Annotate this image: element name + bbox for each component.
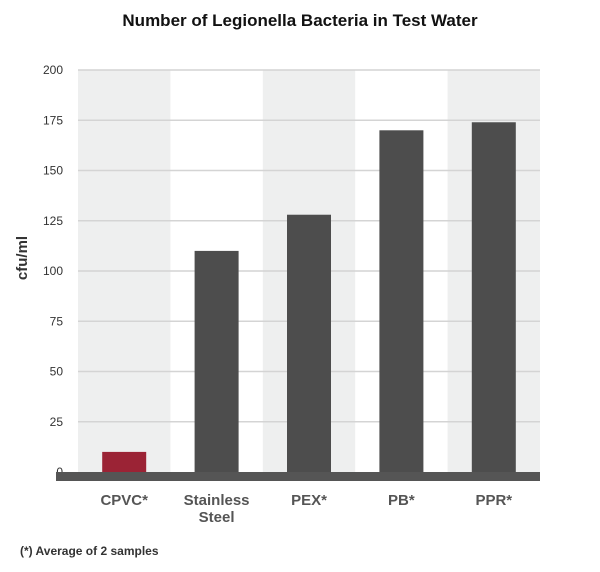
y-axis-label: cfu/ml: [14, 236, 31, 280]
bar: [194, 250, 239, 472]
chart-title: Number of Legionella Bacteria in Test Wa…: [122, 11, 478, 30]
x-tick-label: Stainless Steel: [184, 492, 250, 526]
y-tick-label: 150: [43, 164, 63, 178]
y-tick-label: 100: [43, 264, 63, 278]
x-tick-label: CPVC*: [100, 492, 148, 509]
y-axis-ticks: 0255075100125150175200: [43, 63, 63, 479]
bar: [471, 122, 516, 472]
y-tick-label: 75: [50, 314, 64, 328]
y-tick-label: 175: [43, 113, 63, 127]
x-tick-label: PPR*: [475, 492, 512, 509]
x-axis-baseline: [56, 472, 540, 481]
y-tick-label: 50: [50, 365, 64, 379]
bar: [102, 451, 147, 472]
bars: [102, 122, 516, 473]
y-tick-label: 25: [50, 415, 64, 429]
bar: [379, 130, 424, 473]
y-tick-label: 125: [43, 214, 63, 228]
y-tick-label: 200: [43, 63, 63, 77]
bar: [287, 214, 331, 472]
x-tick-label: PB*: [388, 492, 415, 509]
x-tick-label: PEX*: [291, 492, 327, 509]
footnote: (*) Average of 2 samples: [20, 544, 159, 558]
x-axis-ticks: CPVC* Stainless Steel PEX* PB* PPR*: [100, 492, 512, 526]
